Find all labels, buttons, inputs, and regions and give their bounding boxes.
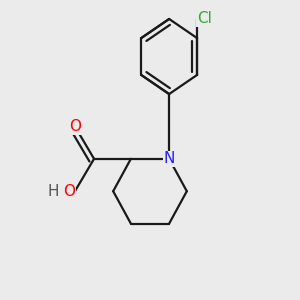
Text: O: O bbox=[69, 119, 81, 134]
Text: N: N bbox=[164, 151, 175, 166]
Text: H: H bbox=[47, 184, 58, 199]
Text: Cl: Cl bbox=[197, 11, 212, 26]
Text: O: O bbox=[63, 184, 75, 199]
